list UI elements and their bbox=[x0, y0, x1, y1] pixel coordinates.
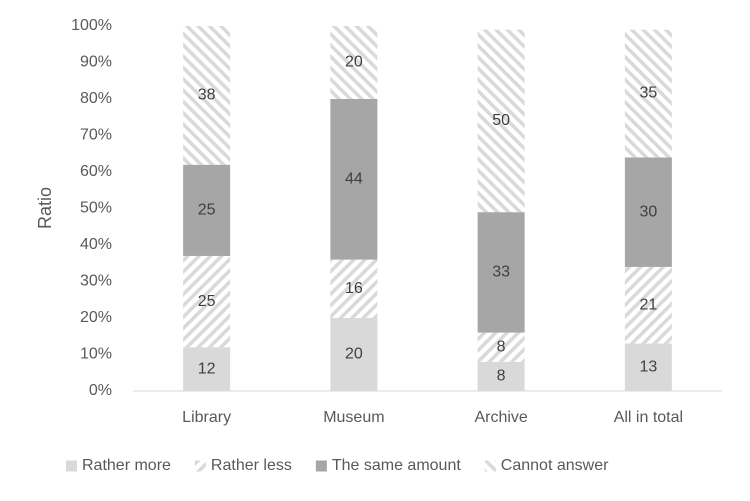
y-tick-label: 10% bbox=[80, 346, 112, 363]
bar-segment bbox=[624, 343, 672, 391]
y-tick-label: 20% bbox=[80, 309, 112, 326]
data-label: 8 bbox=[497, 338, 506, 355]
y-tick-label: 60% bbox=[80, 163, 112, 180]
data-label: 25 bbox=[198, 293, 216, 310]
y-tick-label: 70% bbox=[80, 127, 112, 144]
bar-segment bbox=[330, 26, 378, 99]
y-tick-label: 40% bbox=[80, 236, 112, 253]
y-tick-label: 100% bbox=[71, 17, 112, 34]
data-label: 13 bbox=[639, 358, 657, 375]
legend-swatch bbox=[315, 460, 327, 472]
legend-swatch bbox=[484, 460, 496, 472]
bar-segment bbox=[624, 157, 672, 267]
legend-label: Rather more bbox=[82, 457, 171, 474]
data-label: 44 bbox=[345, 171, 363, 188]
x-tick-label: Archive bbox=[474, 409, 527, 426]
data-label: 30 bbox=[639, 203, 657, 220]
data-label: 38 bbox=[198, 87, 216, 104]
bar-segment bbox=[624, 29, 672, 158]
y-tick-label: 80% bbox=[80, 90, 112, 107]
x-tick-label: Museum bbox=[323, 409, 384, 426]
bar-segment bbox=[330, 318, 378, 391]
x-tick-label: All in total bbox=[614, 409, 683, 426]
y-tick-label: 30% bbox=[80, 273, 112, 290]
bar-segment bbox=[183, 26, 231, 165]
y-tick-label: 90% bbox=[80, 54, 112, 71]
legend-swatch bbox=[66, 460, 77, 472]
data-label: 35 bbox=[639, 85, 657, 102]
legend-label: Cannot answer bbox=[501, 457, 609, 474]
bar-segment bbox=[183, 347, 231, 391]
data-label: 16 bbox=[345, 280, 363, 297]
data-label: 33 bbox=[492, 264, 510, 281]
bar-segment bbox=[477, 361, 525, 391]
y-axis-label: Ratio bbox=[35, 187, 55, 229]
data-label: 50 bbox=[492, 112, 510, 129]
data-label: 21 bbox=[639, 296, 657, 313]
x-tick-label: Library bbox=[182, 409, 231, 426]
data-label: 20 bbox=[345, 346, 363, 363]
data-label: 8 bbox=[497, 368, 506, 385]
bar-segment bbox=[330, 259, 378, 318]
data-label: 12 bbox=[198, 360, 216, 377]
bar-segment bbox=[183, 164, 231, 256]
bar-segment bbox=[477, 212, 525, 333]
legend-label: Rather less bbox=[211, 457, 292, 474]
bar-segment bbox=[330, 99, 378, 260]
legend-label: The same amount bbox=[332, 457, 462, 474]
legend-swatch bbox=[194, 460, 206, 472]
data-label: 25 bbox=[198, 202, 216, 219]
bar-segment bbox=[183, 255, 231, 348]
data-label: 20 bbox=[345, 54, 363, 71]
bar-segment bbox=[477, 332, 525, 362]
y-tick-label: 50% bbox=[80, 200, 112, 217]
bar-segment bbox=[477, 29, 525, 213]
y-tick-label: 0% bbox=[89, 382, 112, 399]
bar-segment bbox=[624, 266, 672, 344]
